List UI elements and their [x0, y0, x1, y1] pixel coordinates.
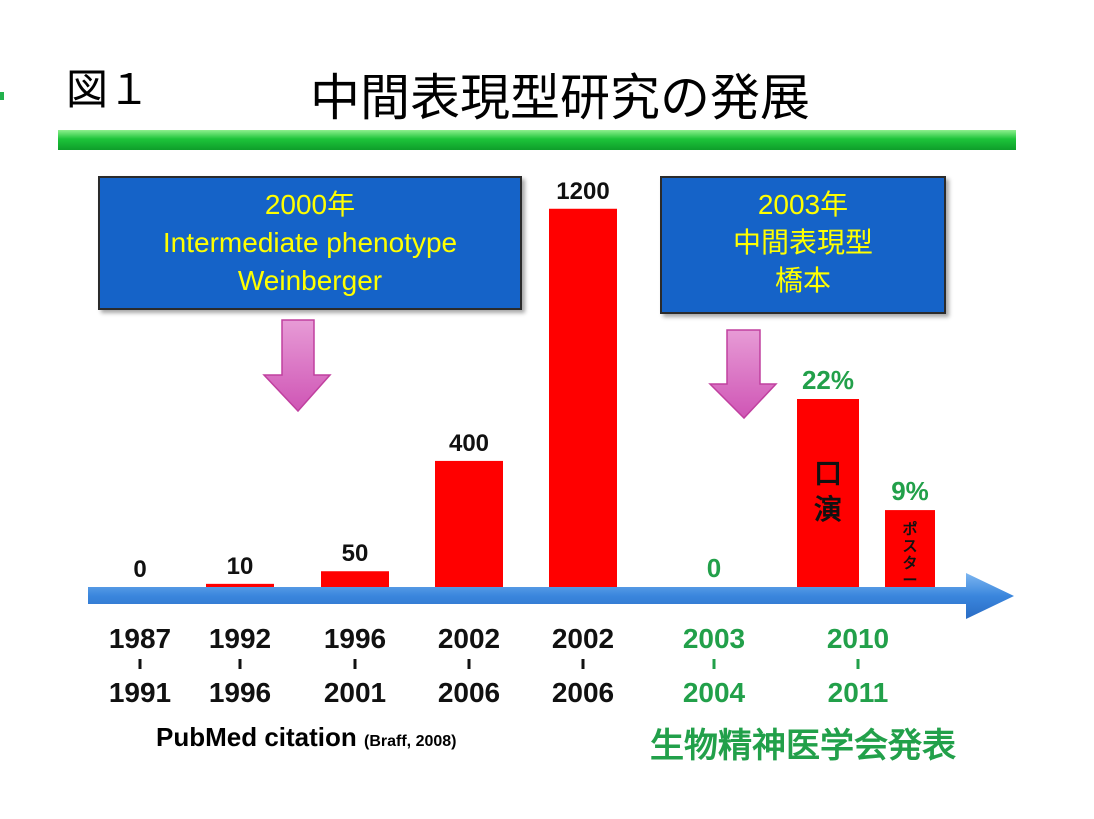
- page-title: 中間表現型研究の発展: [310, 69, 810, 127]
- source-ref: (Braff, 2008): [364, 733, 457, 750]
- society-year-start: 2010: [827, 623, 889, 654]
- citation-year-start: 1992: [209, 623, 271, 654]
- society-series: 0 22% 口演 9% ポスター 2003 2004 2010 2011: [683, 365, 935, 708]
- citation-year-end: 2006: [552, 677, 614, 708]
- source-main: PubMed citation: [156, 722, 357, 752]
- citation-year-start: 2002: [438, 623, 500, 654]
- timeline-arrow: [88, 573, 1014, 619]
- pubmed-series: 0 1987 1991 10 1992 1996 50 1996 2001 400 2002 2006…: [109, 178, 617, 708]
- society-bar-note: ポスター: [902, 520, 917, 589]
- title-underline: [58, 130, 1016, 150]
- society-year-dash: [856, 659, 860, 669]
- callout-hashimoto-author: 橋本: [774, 265, 831, 296]
- citation-bar: [435, 460, 503, 587]
- society-year-start: 2003: [683, 623, 745, 654]
- citation-year-end: 1996: [209, 677, 271, 708]
- citation-year-dash: [138, 659, 142, 669]
- citation-year-dash: [353, 659, 357, 669]
- society-bar: [885, 510, 935, 587]
- down-arrow-weinberger: [262, 319, 332, 413]
- callout-weinberger-author: Weinberger: [237, 265, 383, 296]
- citation-value-label: 0: [133, 556, 146, 583]
- citation-year-dash: [467, 659, 471, 669]
- citation-year-start: 2002: [552, 623, 614, 654]
- citation-value-label: 10: [227, 553, 254, 580]
- society-year-end: 2011: [828, 677, 889, 708]
- citation-year-end: 2001: [324, 677, 386, 708]
- society-caption: 生物精神医学会発表: [650, 726, 956, 766]
- citation-year-end: 1991: [109, 677, 171, 708]
- callout-hashimoto-term: 中間表現型: [732, 227, 873, 258]
- citation-bar: [549, 208, 617, 587]
- source-caption: PubMed citation (Braff, 2008): [156, 722, 457, 753]
- society-bar-note: 口演: [814, 457, 842, 526]
- citation-year-dash: [238, 659, 242, 669]
- citation-year-end: 2006: [438, 677, 500, 708]
- society-value-label: 0: [707, 553, 721, 583]
- callout-weinberger-year: 2000年: [264, 189, 356, 220]
- callout-weinberger: 2000年 Intermediate phenotype Weinberger: [98, 176, 522, 310]
- society-year-dash: [712, 659, 716, 669]
- callout-hashimoto-year: 2003年: [757, 189, 849, 220]
- citation-value-label: 50: [342, 540, 369, 567]
- citation-year-start: 1996: [324, 623, 386, 654]
- citation-value-label: 1200: [556, 178, 609, 205]
- figure-label: 図１: [66, 65, 151, 114]
- callout-weinberger-term: Intermediate phenotype: [162, 227, 458, 258]
- citation-value-label: 400: [449, 430, 489, 457]
- down-arrow-hashimoto: [708, 329, 778, 420]
- society-bar: [797, 399, 859, 587]
- citation-year-dash: [581, 659, 585, 669]
- callout-hashimoto: 2003年 中間表現型 橋本: [660, 176, 946, 314]
- society-value-label: 22%: [802, 365, 854, 395]
- citation-bar: [321, 571, 389, 587]
- citation-year-start: 1987: [109, 623, 171, 654]
- society-year-end: 2004: [683, 677, 746, 708]
- edge-mark: [0, 92, 4, 100]
- society-value-label: 9%: [891, 476, 929, 506]
- citation-bar: [206, 583, 274, 587]
